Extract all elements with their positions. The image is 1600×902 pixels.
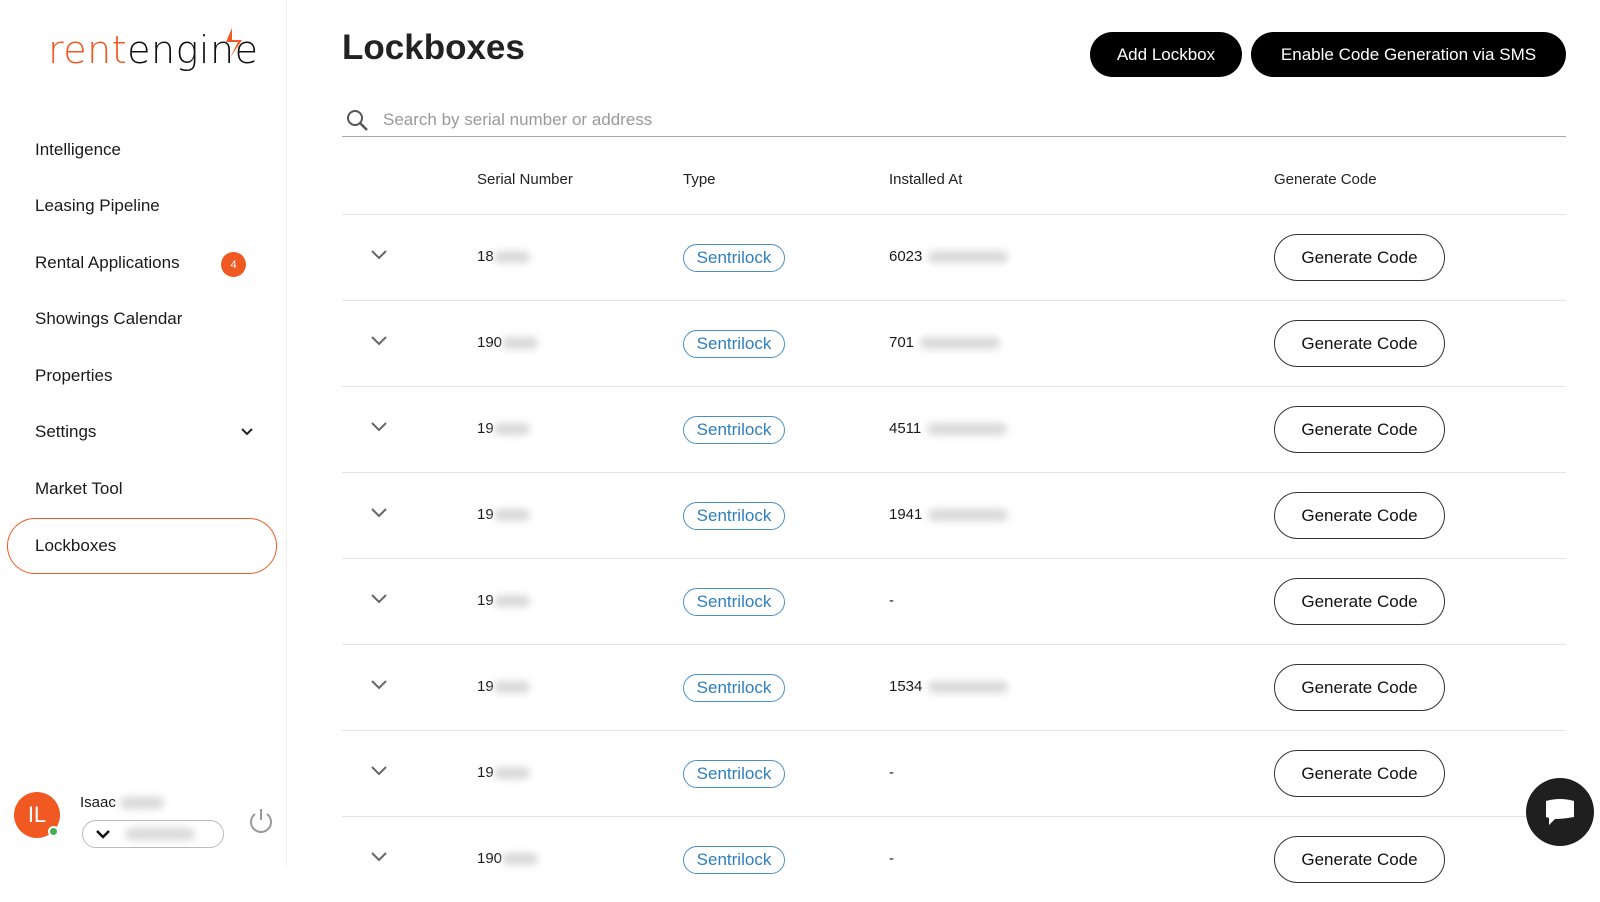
type-badge: Sentrilock (683, 416, 785, 444)
search-bar (342, 104, 1566, 137)
power-icon[interactable] (248, 807, 274, 835)
column-header-installed-at[interactable]: Installed At (889, 171, 963, 188)
bolt-icon (226, 28, 242, 58)
table-row: 190 Sentrilock 701 Generate Code (342, 300, 1566, 386)
column-header-type[interactable]: Type (683, 171, 716, 188)
redacted-serial (502, 853, 539, 866)
expand-row-chevron-icon[interactable] (370, 850, 388, 864)
generate-code-button[interactable]: Generate Code (1274, 320, 1445, 367)
expand-row-chevron-icon[interactable] (370, 592, 388, 606)
serial-number: 19 (477, 678, 530, 695)
sidebar-item-showings-calendar[interactable]: Showings Calendar (35, 309, 183, 328)
redacted-serial (502, 337, 539, 350)
type-badge: Sentrilock (683, 674, 785, 702)
installed-at: 701 (889, 334, 1001, 351)
sidebar-item-settings[interactable]: Settings (35, 422, 255, 442)
serial-number: 19 (477, 420, 530, 437)
rentengine-logo[interactable]: rentengine (48, 28, 259, 72)
type-badge: Sentrilock (683, 502, 785, 530)
sidebar: rentengine Intelligence Leasing Pipeline… (0, 0, 287, 866)
redacted-serial (493, 509, 530, 522)
sidebar-item-market-tool[interactable]: Market Tool (35, 479, 123, 498)
sidebar-item-lockboxes[interactable]: Lockboxes (7, 518, 277, 574)
serial-number: 18 (477, 248, 530, 265)
installed-at: 1941 (889, 506, 1009, 523)
table-row: 19 Sentrilock - Generate Code (342, 558, 1566, 644)
chat-icon (1546, 799, 1574, 825)
redacted-serial (493, 251, 530, 264)
installed-at: 4511 (889, 420, 1008, 437)
add-lockbox-button[interactable]: Add Lockbox (1090, 32, 1242, 77)
search-icon (347, 110, 368, 131)
table-row: 19 Sentrilock 1941 Generate Code (342, 472, 1566, 558)
redacted-serial (493, 767, 530, 780)
generate-code-button[interactable]: Generate Code (1274, 406, 1445, 453)
installed-at: - (889, 592, 894, 609)
generate-code-button[interactable]: Generate Code (1274, 578, 1445, 625)
page-title: Lockboxes (342, 28, 525, 67)
expand-row-chevron-icon[interactable] (370, 334, 388, 348)
applications-count-badge: 4 (221, 252, 246, 277)
type-badge: Sentrilock (683, 588, 785, 616)
enable-sms-code-generation-button[interactable]: Enable Code Generation via SMS (1251, 32, 1566, 77)
generate-code-button[interactable]: Generate Code (1274, 664, 1445, 711)
generate-code-button[interactable]: Generate Code (1274, 750, 1445, 797)
redacted-serial (493, 423, 530, 436)
search-input[interactable] (383, 110, 1383, 130)
redacted-serial (493, 595, 530, 608)
redacted-address (920, 337, 1001, 350)
installed-at: - (889, 850, 894, 867)
type-badge: Sentrilock (683, 846, 785, 874)
expand-row-chevron-icon[interactable] (370, 248, 388, 262)
type-badge: Sentrilock (683, 760, 785, 788)
serial-number: 19 (477, 592, 530, 609)
expand-row-chevron-icon[interactable] (370, 506, 388, 520)
serial-number: 190 (477, 850, 539, 867)
chevron-down-icon (96, 830, 110, 839)
type-badge: Sentrilock (683, 244, 785, 272)
redacted-address (927, 423, 1008, 436)
installed-at: - (889, 764, 894, 781)
column-header-generate-code: Generate Code (1274, 171, 1377, 188)
table-row: 19 Sentrilock - Generate Code (342, 730, 1566, 816)
serial-number: 19 (477, 506, 530, 523)
user-name: Isaac (80, 794, 165, 811)
table-row: 19 Sentrilock 1534 Generate Code (342, 644, 1566, 730)
online-status-indicator (48, 826, 59, 837)
expand-row-chevron-icon[interactable] (370, 678, 388, 692)
installed-at: 1534 (889, 678, 1009, 695)
sidebar-item-leasing-pipeline[interactable]: Leasing Pipeline (35, 196, 160, 215)
sidebar-item-rental-applications[interactable]: Rental Applications (35, 253, 180, 272)
redacted-address (928, 251, 1009, 264)
column-header-serial-number[interactable]: Serial Number (477, 171, 573, 188)
serial-number: 19 (477, 764, 530, 781)
redacted-account (125, 828, 195, 840)
generate-code-button[interactable]: Generate Code (1274, 836, 1445, 883)
chat-widget-button[interactable] (1526, 778, 1594, 846)
redacted-address (928, 681, 1009, 694)
expand-row-chevron-icon[interactable] (370, 764, 388, 778)
table-row: 18 Sentrilock 6023 Generate Code (342, 214, 1566, 300)
type-badge: Sentrilock (683, 330, 785, 358)
generate-code-button[interactable]: Generate Code (1274, 234, 1445, 281)
generate-code-button[interactable]: Generate Code (1274, 492, 1445, 539)
installed-at: 6023 (889, 248, 1009, 265)
table-row: 190 Sentrilock - Generate Code (342, 816, 1566, 902)
redacted-address (928, 509, 1009, 522)
redacted-last-name (120, 797, 165, 810)
table-row: 19 Sentrilock 4511 Generate Code (342, 386, 1566, 472)
redacted-serial (493, 681, 530, 694)
sidebar-item-properties[interactable]: Properties (35, 366, 113, 385)
account-selector[interactable] (82, 820, 224, 848)
serial-number: 190 (477, 334, 539, 351)
expand-row-chevron-icon[interactable] (370, 420, 388, 434)
sidebar-item-intelligence[interactable]: Intelligence (35, 140, 122, 159)
chevron-down-icon (241, 428, 253, 436)
